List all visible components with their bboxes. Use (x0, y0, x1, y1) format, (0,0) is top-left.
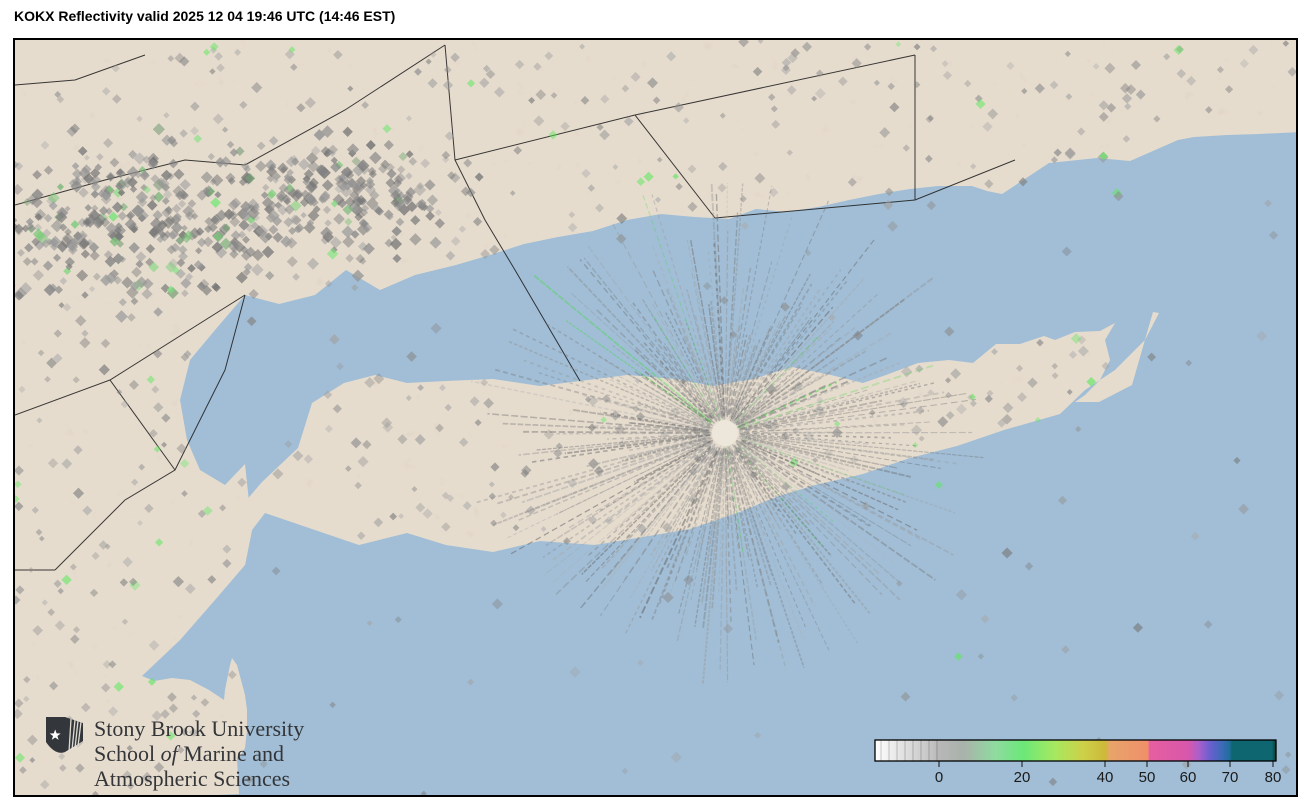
svg-text:80: 80 (1265, 769, 1282, 786)
svg-text:0: 0 (935, 769, 943, 786)
svg-text:50: 50 (1139, 769, 1156, 786)
svg-text:60: 60 (1180, 769, 1197, 786)
svg-text:40: 40 (1097, 769, 1114, 786)
svg-text:20: 20 (1014, 769, 1031, 786)
svg-text:70: 70 (1222, 769, 1239, 786)
